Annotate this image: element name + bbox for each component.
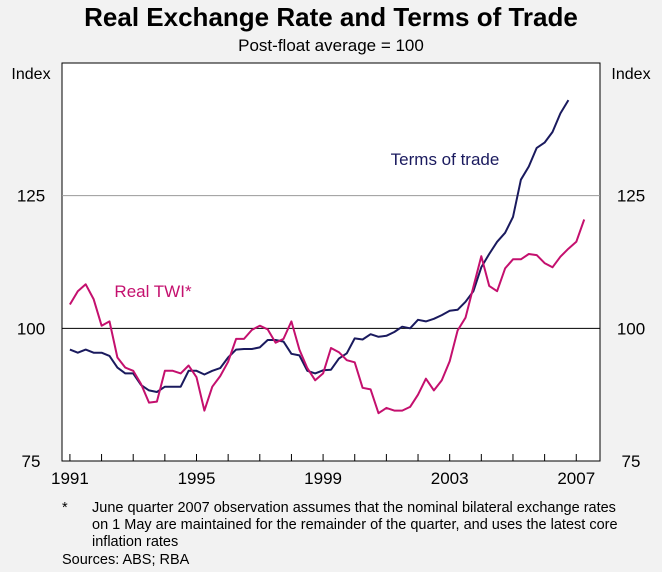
sources: Sources: ABS; RBA bbox=[62, 552, 190, 568]
plot-area bbox=[61, 62, 601, 462]
x-tick-label: 1991 bbox=[51, 469, 89, 488]
x-tick-label: 1999 bbox=[304, 469, 342, 488]
y-axis-label-right: Index bbox=[611, 66, 650, 83]
x-tick-label: 1995 bbox=[178, 469, 216, 488]
x-tick-labels: 1991 1995 1999 2003 2007 bbox=[51, 469, 595, 488]
y-tick-label-left: 100 bbox=[17, 319, 45, 338]
series-line-terms-of-trade bbox=[69, 99, 570, 393]
annotation-terms-of-trade: Terms of trade bbox=[391, 150, 500, 169]
series-lines bbox=[69, 99, 586, 415]
y-tick-label-right: 75 bbox=[622, 452, 641, 471]
chart-subtitle: Post-float average = 100 bbox=[238, 36, 424, 55]
y-tick-labels: 75 75 100 100 125 125 bbox=[17, 187, 645, 471]
x-tick-label: 2003 bbox=[431, 469, 469, 488]
chart-title: Real Exchange Rate and Terms of Trade bbox=[84, 2, 578, 32]
x-ticks bbox=[69, 454, 577, 461]
series-line-real-twi bbox=[69, 219, 586, 415]
footnote-text: June quarter 2007 observation assumes th… bbox=[92, 500, 618, 550]
y-tick-label-left: 75 bbox=[22, 452, 41, 471]
y-axis-label-left: Index bbox=[11, 66, 50, 83]
y-tick-label-left: 125 bbox=[17, 187, 45, 206]
footnote-marker: * bbox=[62, 500, 68, 516]
y-tick-label-right: 100 bbox=[617, 319, 645, 338]
annotation-real-twi: Real TWI* bbox=[114, 282, 192, 301]
x-tick-label: 2007 bbox=[557, 469, 595, 488]
gridlines bbox=[62, 195, 600, 329]
y-tick-label-right: 125 bbox=[617, 187, 645, 206]
